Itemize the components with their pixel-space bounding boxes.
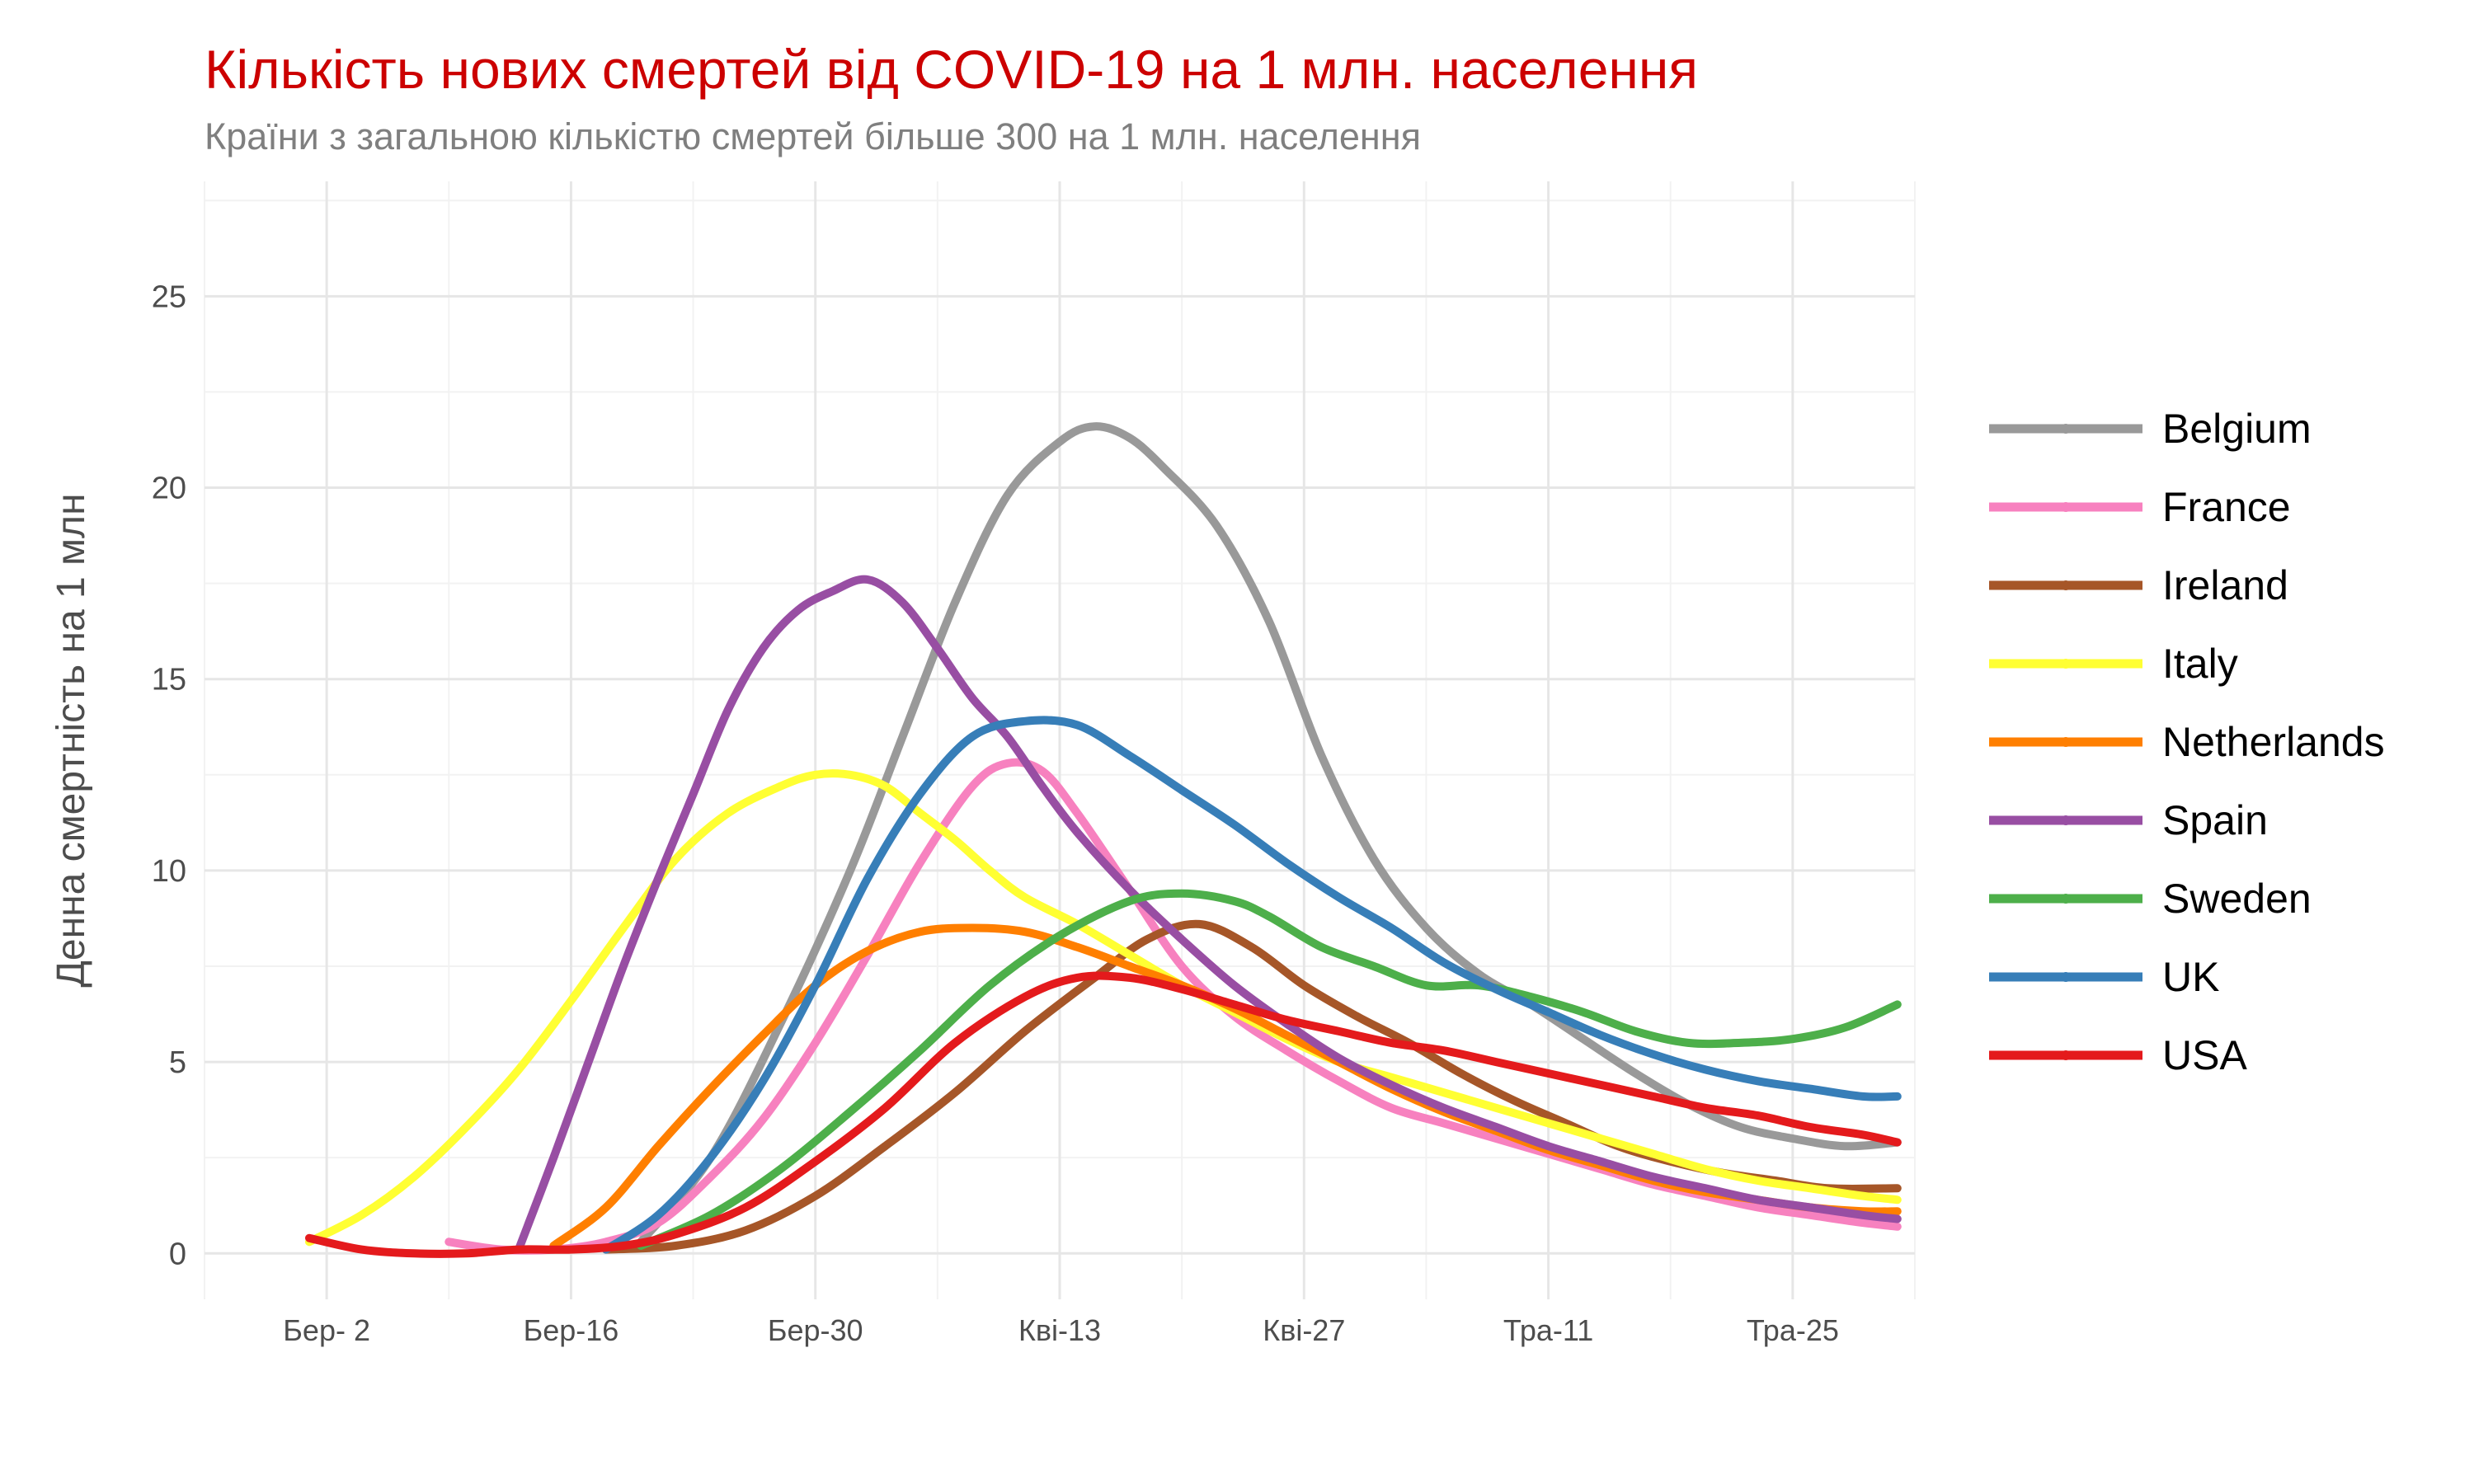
legend-label: Belgium	[2162, 406, 2312, 452]
series-line-usa	[305, 971, 1902, 1258]
series-line-italy	[305, 769, 1902, 1247]
y-tick-label: 0	[169, 1237, 186, 1271]
series-line-ireland	[601, 919, 1902, 1254]
legend-marker	[2061, 659, 2071, 669]
legend-label: Ireland	[2162, 562, 2288, 608]
series-line-belgium	[637, 422, 1902, 1247]
legend-marker	[2061, 580, 2071, 590]
y-tick-label: 5	[169, 1045, 186, 1080]
legend-label: UK	[2162, 954, 2219, 1000]
x-tick-label: Тра-11	[1503, 1313, 1593, 1347]
x-tick-label: Бер- 2	[283, 1313, 370, 1347]
y-tick-label: 10	[152, 854, 186, 889]
legend-label: Spain	[2162, 797, 2268, 843]
y-tick-label: 25	[152, 279, 186, 314]
legend-label: Sweden	[2162, 876, 2312, 922]
series-line-uk	[601, 716, 1902, 1254]
series-lines	[305, 422, 1902, 1258]
legend-marker	[2061, 502, 2071, 512]
x-tick-label: Бер-30	[768, 1313, 863, 1347]
legend-label: USA	[2162, 1032, 2247, 1078]
series-line-france	[444, 758, 1902, 1255]
legend-marker	[2061, 737, 2071, 747]
legend-label: Italy	[2162, 641, 2238, 687]
legend-label: Netherlands	[2162, 719, 2385, 765]
x-tick-label: Бер-16	[524, 1313, 619, 1347]
chart-title: Кількість нових смертей від COVID-19 на …	[205, 39, 1699, 100]
legend-marker	[2061, 815, 2071, 825]
y-axis-label: Денна смертність на 1 млн	[49, 493, 93, 987]
chart-subtitle: Країни з загальною кількістю смертей біл…	[205, 115, 1421, 157]
y-tick-label: 15	[152, 663, 186, 697]
legend: Belgium France Ireland Italy Netherlands Spai…	[1989, 406, 2385, 1078]
y-tick-label: 20	[152, 472, 186, 506]
legend-label: France	[2162, 484, 2291, 530]
legend-marker	[2061, 1050, 2071, 1060]
series-line-sweden	[637, 889, 1902, 1250]
axes: Бер- 2 Бер-16 Бер-30 Кві-13 Кві-27 Тра-11 Тра-…	[49, 279, 1839, 1347]
legend-marker	[2061, 894, 2071, 904]
x-tick-label: Кві-13	[1018, 1313, 1101, 1347]
legend-marker	[2061, 972, 2071, 982]
legend-marker	[2061, 424, 2071, 434]
x-tick-label: Тра-25	[1747, 1313, 1839, 1347]
grid	[204, 181, 1916, 1299]
series-line-spain	[514, 575, 1902, 1254]
x-tick-label: Кві-27	[1263, 1313, 1345, 1347]
